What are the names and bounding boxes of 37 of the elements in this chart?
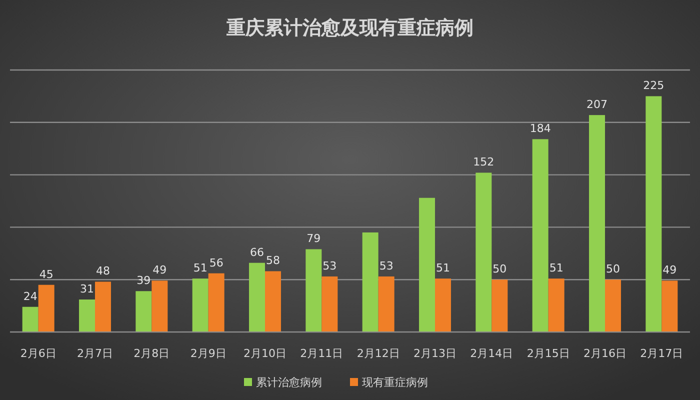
x-tick-label: 2月7日 — [77, 347, 113, 360]
x-tick-label: 2月6日 — [20, 347, 56, 360]
data-label: 49 — [662, 264, 677, 277]
x-tick-label: 2月12日 — [356, 347, 400, 360]
legend-label: 累计治愈病例 — [256, 376, 322, 389]
data-label: 207 — [586, 98, 608, 112]
data-label: 50 — [492, 262, 507, 276]
data-label: 24 — [23, 290, 38, 303]
x-tick-label: 2月14日 — [470, 347, 514, 360]
x-tick-label: 2月17日 — [640, 347, 684, 360]
x-tick-label: 2月8日 — [134, 347, 170, 360]
data-label: 45 — [39, 268, 54, 281]
legend-label: 现有重症病例 — [362, 376, 428, 389]
data-label: 53 — [379, 259, 394, 272]
data-label: 51 — [436, 262, 450, 275]
data-label: 51 — [549, 262, 564, 275]
x-tick-label: 2月16日 — [584, 347, 626, 360]
data-label: 58 — [266, 254, 280, 268]
data-label: 48 — [96, 264, 110, 278]
data-label: 53 — [322, 259, 337, 272]
data-label: 51 — [193, 262, 208, 275]
x-tick-label: 2月15日 — [526, 347, 570, 360]
x-tick-label: 2月13日 — [414, 347, 456, 360]
data-label: 50 — [606, 262, 620, 276]
data-label: 184 — [530, 122, 551, 136]
x-tick-label: 2月11日 — [300, 347, 344, 360]
data-label: 79 — [306, 232, 321, 246]
data-label: 152 — [473, 156, 494, 169]
data-label: 31 — [80, 282, 94, 296]
x-tick-label: 2月9日 — [190, 347, 226, 360]
data-label: 49 — [152, 264, 167, 277]
x-tick-label: 2月10日 — [244, 347, 286, 360]
data-label: 39 — [136, 274, 151, 288]
chart-title: 重庆累计治愈及现有重症病例 — [226, 17, 474, 39]
data-label: 56 — [209, 256, 224, 270]
data-label: 66 — [250, 246, 264, 259]
data-label: 225 — [643, 79, 664, 92]
